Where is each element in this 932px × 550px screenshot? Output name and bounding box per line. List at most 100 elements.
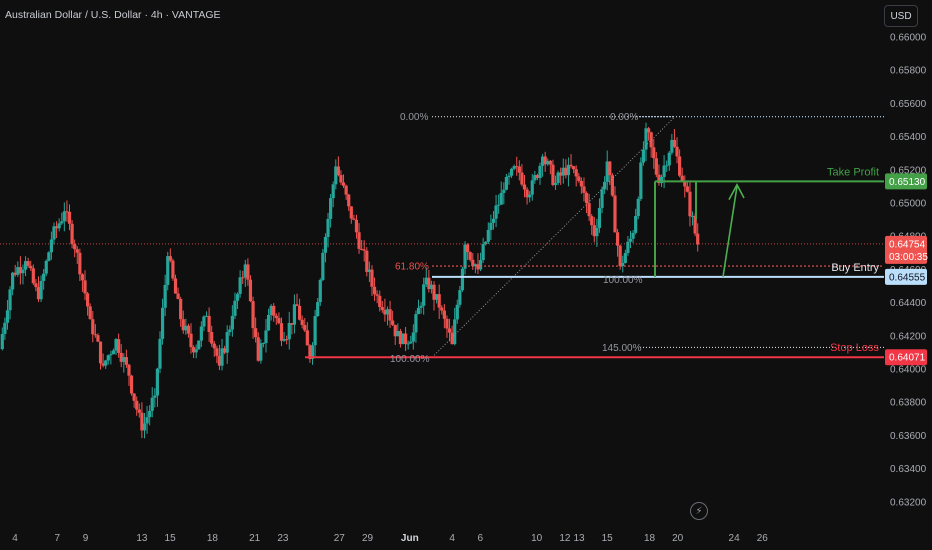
candle-body bbox=[60, 221, 64, 224]
candle-body bbox=[393, 324, 397, 337]
price-tick-label: 0.63800 bbox=[890, 398, 927, 409]
candle-body bbox=[189, 333, 193, 348]
candle-body bbox=[491, 218, 496, 223]
candle-body bbox=[261, 343, 265, 345]
candle-body bbox=[329, 198, 333, 219]
candle-body bbox=[543, 156, 547, 165]
currency-button[interactable]: USD bbox=[884, 5, 918, 27]
price-tick-label: 0.65600 bbox=[890, 99, 927, 110]
price-tick-label: 0.63400 bbox=[890, 464, 927, 475]
candle-body bbox=[42, 273, 46, 281]
candle-body bbox=[401, 333, 405, 345]
chart-title: Australian Dollar / U.S. Dollar · 4h · V… bbox=[5, 9, 221, 21]
buy-entry-price-tag: 0.64555 bbox=[889, 272, 926, 283]
candle-body bbox=[52, 226, 56, 240]
candle-body bbox=[243, 264, 247, 278]
candle-body bbox=[628, 238, 633, 242]
current-price-tag: 0.64754 bbox=[889, 239, 926, 250]
candle-body bbox=[657, 174, 661, 184]
candle-body bbox=[202, 316, 206, 327]
candle-body bbox=[3, 322, 7, 334]
candle-body bbox=[160, 307, 165, 339]
candle-body bbox=[80, 274, 85, 281]
time-tick-label: Jun bbox=[401, 533, 419, 544]
candle-body bbox=[323, 236, 328, 253]
candle-body bbox=[217, 355, 222, 366]
candle-body bbox=[212, 343, 216, 349]
candle-body bbox=[572, 166, 576, 170]
candle-body bbox=[414, 314, 418, 333]
candle-body bbox=[365, 250, 369, 272]
candle-body bbox=[478, 260, 483, 270]
candle-body bbox=[597, 207, 602, 228]
candle-body bbox=[665, 165, 669, 167]
candle-body bbox=[424, 277, 428, 285]
candle-body bbox=[223, 348, 227, 353]
candle-body bbox=[577, 176, 581, 181]
candle-body bbox=[13, 272, 17, 275]
candle-body bbox=[111, 350, 116, 355]
candle-body bbox=[631, 232, 635, 239]
candle-body bbox=[137, 409, 141, 413]
candle-body bbox=[380, 307, 384, 311]
candle-body bbox=[530, 180, 534, 195]
candle-body bbox=[551, 164, 555, 185]
candle-body bbox=[285, 339, 289, 341]
candle-body bbox=[540, 156, 545, 166]
stop-loss-price-tag: 0.64071 bbox=[889, 353, 926, 364]
candle-body bbox=[634, 216, 638, 233]
buy-arrow-head bbox=[728, 183, 745, 201]
candle-body bbox=[520, 172, 524, 185]
candle-body bbox=[556, 172, 560, 184]
candle-body bbox=[264, 330, 268, 344]
candle-body bbox=[104, 360, 108, 366]
candle-body bbox=[515, 166, 519, 168]
candle-body bbox=[47, 252, 51, 261]
candle-body bbox=[106, 355, 110, 361]
candle-body bbox=[318, 279, 322, 303]
candle-body bbox=[649, 132, 653, 148]
price-axis[interactable]: 0.66000 0.65800 0.65600 0.65400 0.65200 0.650… bbox=[885, 33, 928, 509]
lightning-icon[interactable]: ⚡ bbox=[690, 502, 708, 520]
candle-body bbox=[621, 262, 625, 267]
candle-body bbox=[316, 302, 320, 317]
take-profit-label: Take Profit bbox=[827, 166, 879, 178]
candle-body bbox=[398, 331, 403, 345]
candle-body bbox=[450, 332, 454, 345]
time-axis[interactable]: 4 7 9 13 15 18 21 23 27 29 Jun 4 6 10 12 13 15 18 20 24 26 bbox=[12, 533, 768, 544]
candle-body bbox=[23, 261, 28, 270]
take-profit-price-tag: 0.65130 bbox=[889, 177, 926, 188]
candle-body bbox=[210, 332, 214, 344]
candle-body bbox=[476, 264, 480, 270]
candle-body bbox=[605, 161, 609, 182]
fib-trendline bbox=[431, 116, 676, 358]
candle-body bbox=[403, 333, 408, 344]
price-tick-label: 0.66000 bbox=[890, 33, 927, 44]
take-profit-price-tag-bg bbox=[885, 173, 927, 190]
candle-body bbox=[308, 345, 312, 360]
time-tick-label: 13 bbox=[573, 533, 585, 544]
time-tick-label: 12 bbox=[559, 533, 571, 544]
fib-label-left-618: 61.80% bbox=[395, 262, 429, 273]
candle-body bbox=[295, 304, 299, 306]
candle-body bbox=[117, 339, 121, 353]
candle-body bbox=[114, 339, 118, 351]
candle-body bbox=[468, 252, 472, 260]
candle-body bbox=[277, 318, 281, 324]
candle-body bbox=[109, 354, 113, 356]
candle-body bbox=[54, 226, 59, 229]
candle-body bbox=[0, 333, 4, 350]
candle-body bbox=[251, 301, 255, 329]
candle-body bbox=[427, 277, 431, 290]
candle-body bbox=[690, 215, 695, 217]
candle-body bbox=[292, 304, 297, 325]
candle-body bbox=[336, 166, 340, 176]
candle-body bbox=[57, 223, 61, 229]
candle-body bbox=[225, 332, 229, 353]
price-tick-label: 0.64000 bbox=[890, 365, 927, 376]
candle-body bbox=[207, 315, 211, 333]
candle-body bbox=[98, 341, 103, 364]
candle-body bbox=[600, 189, 604, 208]
candle-body bbox=[463, 244, 467, 269]
